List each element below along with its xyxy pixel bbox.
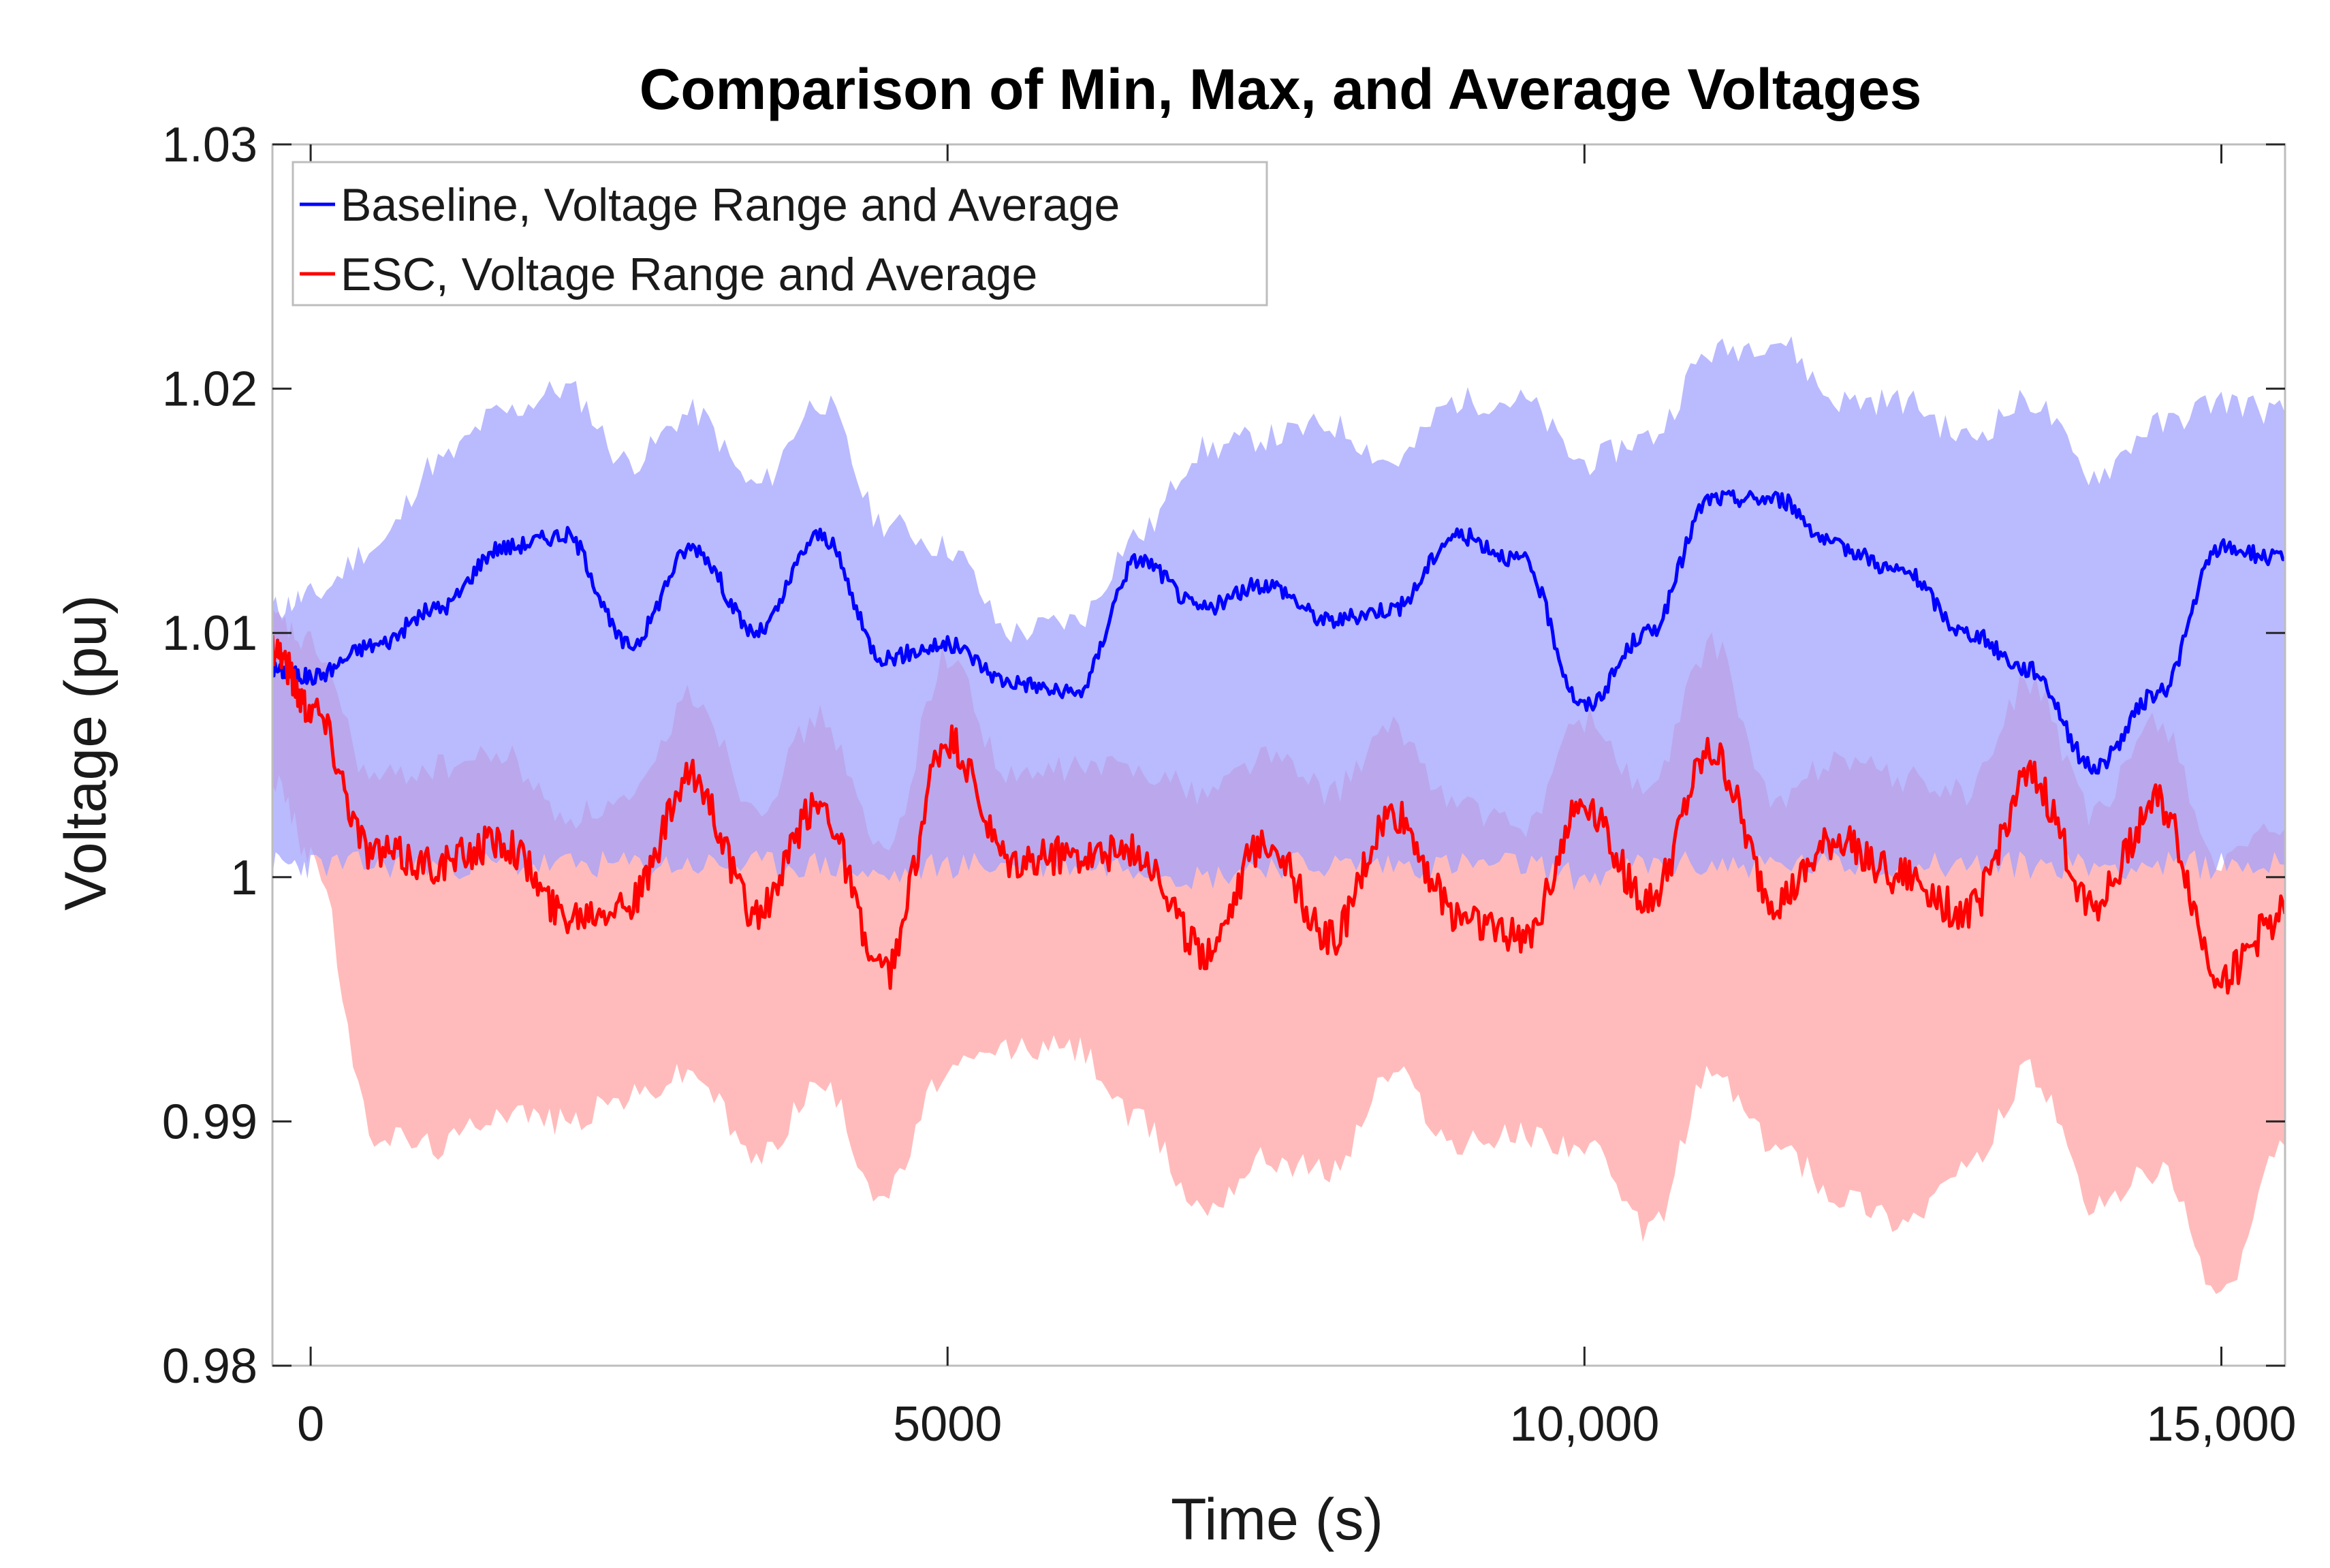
average-lines: [272, 489, 2285, 995]
legend-box: [292, 161, 1268, 307]
esc-average-line: [272, 635, 2285, 995]
range-bands: [272, 144, 2285, 1366]
x-tick-label: 15,000: [2146, 1397, 2296, 1452]
baseline-average-line: [272, 489, 2285, 775]
y-tick-label: 1.02: [162, 362, 257, 417]
y-tick-label: 1.03: [162, 118, 257, 172]
legend: Baseline, Voltage Range and Average ESC, …: [292, 161, 1268, 307]
tick-labels: 0.98 0.99 1 1.01 1.02 1.03 0 5000 10,000 15,000: [162, 118, 2297, 1452]
y-tick-label: 1: [230, 851, 257, 905]
x-tick-label: 5000: [893, 1397, 1002, 1452]
x-tick-label: 0: [297, 1397, 324, 1452]
y-axis-label: Voltage (pu): [53, 595, 119, 911]
chart-title: Comparison of Min, Max, and Average Volt…: [640, 57, 1922, 121]
esc-range-band: [272, 608, 2285, 1294]
y-tick-label: 0.98: [162, 1339, 257, 1394]
y-tick-label: 0.99: [162, 1095, 257, 1149]
x-tick-label: 10,000: [1509, 1397, 1659, 1452]
axes-box: [271, 143, 2286, 1367]
baseline-range-band: [272, 336, 2285, 891]
x-axis-label: Time (s): [1171, 1487, 1383, 1552]
legend-baseline-label: Baseline, Voltage Range and Average: [341, 179, 1120, 231]
y-tick-label: 1.01: [162, 606, 257, 661]
legend-esc-label: ESC, Voltage Range and Average: [341, 249, 1037, 300]
axes: [271, 143, 2286, 1367]
